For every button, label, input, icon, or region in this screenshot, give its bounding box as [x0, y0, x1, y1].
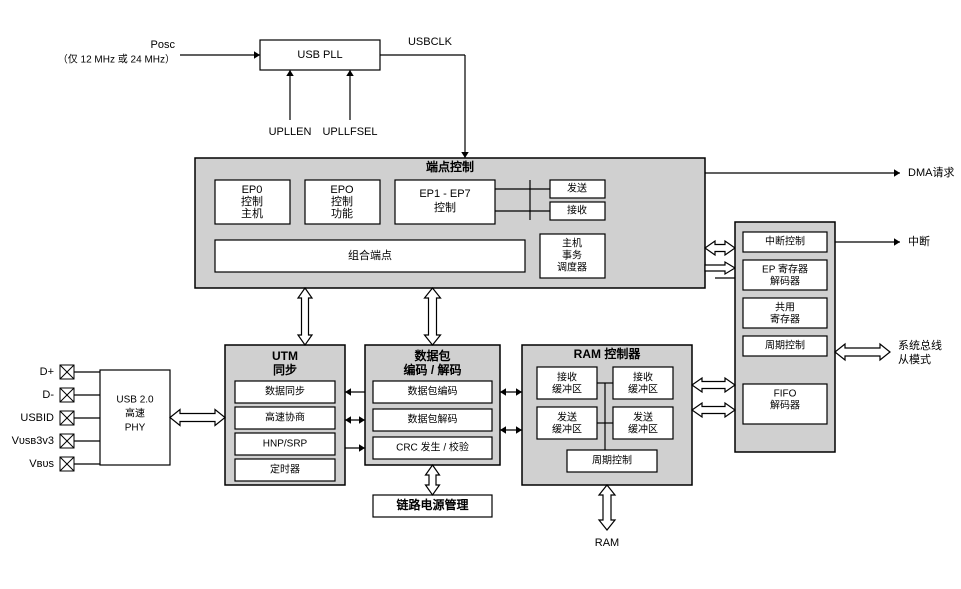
sysbus-l1: 系统总线 [898, 338, 942, 352]
label: RAM 控制器 [574, 346, 642, 361]
label: 发送 [557, 411, 577, 424]
label: 主机 [562, 237, 582, 250]
label: 接收 [633, 371, 653, 384]
label: 解码器 [770, 399, 800, 412]
arrowhead [359, 444, 365, 452]
label: 事务 [562, 249, 582, 262]
label: 缓冲区 [628, 423, 658, 436]
arrowhead [345, 388, 351, 396]
hollow-arrow [705, 262, 735, 274]
posc-label: Posc [151, 39, 176, 51]
label: 链路电源管理 [396, 497, 468, 512]
label: 高速协商 [265, 411, 305, 424]
label: 缓冲区 [552, 383, 582, 396]
label: 定时器 [270, 463, 300, 476]
bidir-arrow-v [425, 288, 441, 345]
label: 解码器 [770, 275, 800, 288]
label: CRC 发生 / 校验 [396, 441, 469, 454]
arrowhead [345, 416, 351, 424]
arrowhead [500, 388, 506, 396]
label: 接收 [557, 371, 577, 384]
bidir-arrow-v [298, 288, 312, 345]
dma-label: DMA请求 [908, 166, 954, 179]
label: 缓冲区 [628, 383, 658, 396]
arrowhead [500, 426, 506, 434]
bidir-arrow-v [426, 465, 440, 495]
label: 同步 [273, 362, 297, 377]
label: 数据包编码 [408, 385, 458, 398]
label: 控制 [331, 194, 353, 208]
label: 编码 / 解码 [402, 362, 461, 377]
upllfsel-label: UPLLFSEL [322, 126, 377, 138]
label: EP 寄存器 [762, 263, 808, 276]
label: 共用 [775, 302, 795, 314]
label: 数据包解码 [408, 413, 458, 426]
arrowhead [894, 169, 900, 177]
bidir-arrow [692, 378, 735, 392]
label: 接收 [567, 204, 587, 217]
label: 发送 [567, 182, 587, 195]
bidir-arrow [692, 403, 735, 417]
label: 控制 [241, 194, 263, 208]
label: 寄存器 [770, 313, 800, 326]
arrowhead [516, 426, 522, 434]
arrowhead [254, 51, 260, 59]
arrowhead [894, 238, 900, 246]
bidir-arrow [835, 344, 890, 360]
port-vusb-label: Vᴜsʙ3ᴠ3 [12, 435, 54, 447]
label: 数据包 [414, 348, 450, 363]
bidir-arrow [170, 410, 225, 426]
label: 调度器 [557, 261, 587, 274]
arrowhead [359, 416, 365, 424]
label: 组合端点 [348, 248, 392, 262]
port-dp-label: D+ [40, 366, 54, 378]
arrowhead [286, 70, 294, 76]
arrowhead [516, 388, 522, 396]
ram-label: RAM [595, 537, 619, 549]
label: 高速 [125, 407, 145, 420]
label: 数据同步 [265, 385, 305, 398]
label: 发送 [633, 411, 653, 424]
label: EPO [330, 184, 354, 196]
label: PHY [125, 423, 146, 434]
pll-label: USB PLL [297, 49, 342, 61]
port-dm-label: D- [42, 389, 54, 401]
port-usbid-label: USBID [20, 412, 54, 424]
label: 周期控制 [765, 339, 805, 352]
posc-sub: （仅 12 MHz 或 24 MHz） [58, 54, 175, 66]
label: 周期控制 [592, 454, 632, 467]
upllen-label: UPLLEN [269, 126, 312, 138]
sysbus-l2: 从模式 [898, 353, 931, 366]
ep-title: 端点控制 [426, 159, 474, 174]
label: 主机 [241, 206, 263, 220]
bidir-arrow-v [599, 485, 615, 530]
label: UTM [272, 349, 298, 363]
port-vbus-label: Vʙᴜs [29, 458, 54, 470]
label: EP0 [242, 184, 263, 196]
label: HNP/SRP [263, 439, 308, 450]
label: EP1 - EP7 [419, 188, 470, 200]
usbclk-label: USBCLK [408, 36, 453, 48]
label: 缓冲区 [552, 423, 582, 436]
bidir-arrow [705, 241, 735, 255]
label: 控制 [434, 200, 456, 214]
label: FIFO [774, 389, 797, 400]
arrowhead [346, 70, 354, 76]
label: 功能 [331, 206, 353, 220]
label: USB 2.0 [116, 395, 154, 406]
label: 中断控制 [765, 235, 805, 248]
interrupt-label: 中断 [908, 234, 930, 248]
arrowhead [461, 152, 469, 158]
